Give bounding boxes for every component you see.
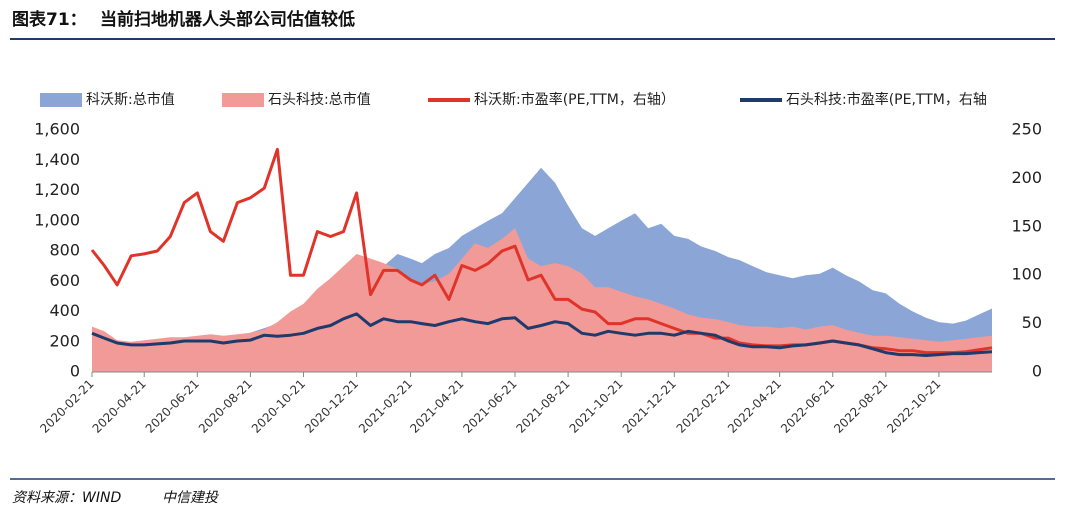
area — [92, 228, 992, 372]
x-tick-label: 2020-02-21 — [37, 377, 96, 436]
y-tick-label: 600 — [49, 271, 80, 290]
y-tick-label: 200 — [49, 331, 80, 350]
x-tick-label: 2022-06-21 — [778, 377, 837, 436]
legend-label: 科沃斯:总市值 — [86, 91, 175, 108]
y2-tick-label: 0 — [1032, 362, 1042, 381]
legend-label: 科沃斯:市盈率(PE,TTM，右轴） — [474, 91, 675, 108]
x-tick-label: 2020-06-21 — [143, 377, 202, 436]
y-tick-label: 1,600 — [34, 120, 80, 139]
x-tick-label: 2022-04-21 — [725, 377, 784, 436]
line — [91, 312, 993, 357]
publisher: 中信建投 — [162, 490, 220, 506]
x-tick-label: 2022-08-21 — [831, 377, 890, 436]
x-tick-label: 2022-02-21 — [674, 377, 733, 436]
x-tick-label: 2021-06-21 — [460, 377, 519, 436]
y2-tick-label: 150 — [1011, 216, 1042, 235]
x-tick-label: 2022-10-21 — [884, 377, 943, 436]
x-tick-label: 2020-12-21 — [302, 377, 361, 436]
x-tick-label: 2021-04-21 — [407, 377, 466, 436]
y2-tick-label: 100 — [1011, 265, 1042, 284]
y2-tick-label: 250 — [1011, 120, 1042, 139]
y-tick-label: 400 — [49, 301, 80, 320]
legend-swatch — [222, 93, 264, 107]
x-tick-label: 2021-12-21 — [620, 377, 679, 436]
y2-tick-label: 200 — [1011, 168, 1042, 187]
legend-swatch — [40, 93, 82, 107]
y2-tick-label: 50 — [1022, 313, 1042, 332]
x-tick-label: 2021-02-21 — [356, 377, 415, 436]
y-tick-label: 1,400 — [34, 150, 80, 169]
y-tick-label: 0 — [70, 362, 80, 381]
x-tick-label: 2020-10-21 — [249, 377, 308, 436]
y-tick-label: 1,000 — [34, 210, 80, 229]
x-tick-label: 2021-10-21 — [567, 377, 626, 436]
x-tick-label: 2020-08-21 — [196, 377, 255, 436]
source: 资料来源：WIND — [12, 490, 121, 506]
y-tick-label: 800 — [49, 241, 80, 260]
legend-label: 石头科技:市盈率(PE,TTM，右轴 — [786, 91, 987, 108]
x-tick-label: 2020-04-21 — [90, 377, 149, 436]
figure-label: 图表71： — [12, 9, 87, 30]
legend-label: 石头科技:总市值 — [268, 91, 371, 108]
x-tick-label: 2021-08-21 — [513, 377, 572, 436]
y-tick-label: 1,200 — [34, 180, 80, 199]
chart-title: 当前扫地机器人头部公司估值较低 — [100, 9, 355, 30]
